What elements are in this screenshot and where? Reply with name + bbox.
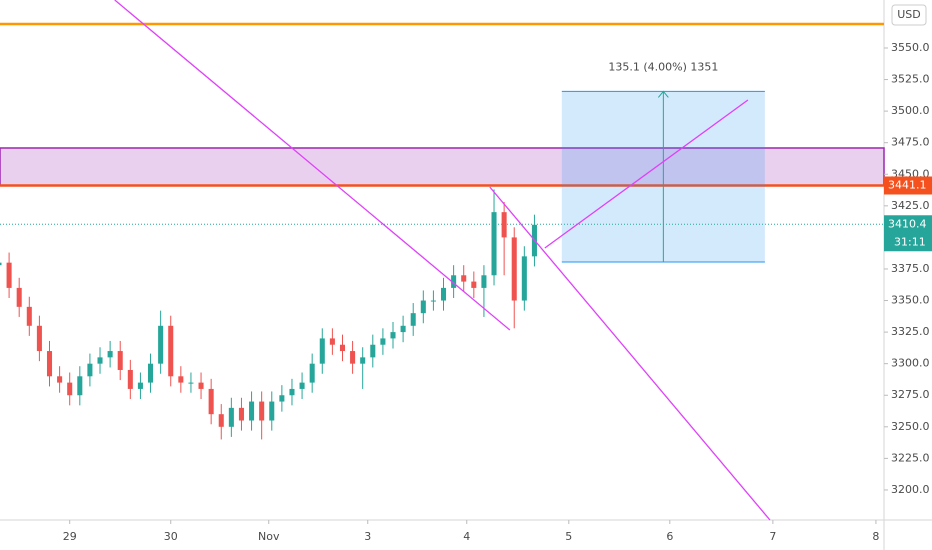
candle-body — [158, 325, 164, 364]
candle-body — [208, 388, 214, 415]
candle-body — [511, 237, 517, 301]
x-tick-label: 3 — [364, 530, 371, 543]
x-tick-label: 5 — [565, 530, 572, 543]
candle-body — [228, 407, 234, 427]
currency-label: USD — [897, 8, 921, 21]
candle-body — [440, 287, 447, 301]
y-tick-label: 3475.0 — [891, 136, 930, 149]
y-tick-label: 3325.0 — [891, 325, 930, 338]
trend-line — [114, 0, 511, 331]
candle-body — [430, 300, 436, 302]
candle-body — [198, 382, 204, 389]
candle-body — [410, 313, 416, 326]
measure-label: 135.1 (4.00%) 1351 — [608, 60, 718, 73]
y-tick-label: 3500.0 — [891, 104, 930, 117]
candle-body — [289, 388, 295, 396]
candle-body — [299, 382, 305, 389]
y-tick-label: 3425.0 — [891, 199, 930, 212]
candle-body — [471, 281, 477, 288]
candle-body — [127, 369, 133, 389]
candle-body — [36, 325, 42, 352]
candle-body — [350, 351, 356, 364]
plot-area: 135.1 (4.00%) 1351 — [0, 0, 885, 521]
candle-body — [461, 275, 467, 282]
x-tick-label: 6 — [666, 530, 673, 543]
candle-body — [370, 344, 376, 358]
candle-body — [249, 401, 255, 421]
y-tick-label: 3350.0 — [891, 294, 930, 307]
y-tick-label: 3550.0 — [891, 41, 930, 54]
candle-body — [178, 376, 184, 383]
candle-body — [390, 332, 396, 339]
countdown: 31:11 — [894, 235, 926, 248]
candle-body — [339, 344, 346, 352]
y-tick-label: 3525.0 — [891, 73, 930, 86]
candle-body — [148, 363, 154, 383]
candle-body — [360, 357, 366, 364]
trend-line — [489, 186, 771, 521]
x-tick-label: 7 — [769, 530, 776, 543]
x-tick-label: 29 — [63, 530, 77, 543]
candle-body — [0, 262, 2, 266]
candle-body — [6, 262, 12, 288]
candle-body — [46, 351, 53, 377]
x-tick-label: 4 — [463, 530, 470, 543]
candle-body — [57, 376, 63, 383]
measure-arrow-head — [657, 90, 669, 98]
candle-body — [259, 401, 265, 421]
candle-body — [77, 376, 83, 396]
candle-body — [117, 351, 123, 370]
candle-body — [521, 256, 527, 301]
x-tick-label: 30 — [164, 530, 178, 543]
candle-body — [420, 300, 426, 314]
candle-body — [26, 306, 32, 326]
x-tick-label: Nov — [258, 530, 280, 543]
candle-body — [218, 414, 224, 427]
price-tag-label: 3441.1 — [888, 178, 927, 191]
y-tick-label: 3200.0 — [891, 483, 930, 496]
candle-body — [481, 275, 487, 288]
price-tag — [884, 176, 932, 195]
candle-body — [97, 357, 103, 364]
candle-body — [329, 338, 335, 345]
candle-body — [107, 351, 113, 358]
candle-body — [501, 212, 507, 238]
candle-body — [309, 363, 315, 383]
candle-body — [137, 382, 143, 389]
candle-body — [380, 338, 386, 345]
currency-box — [891, 4, 927, 26]
x-tick-label: 8 — [872, 530, 879, 543]
candle-body — [87, 363, 93, 377]
candle-body — [188, 382, 194, 384]
last-price-label: 3410.4 — [888, 217, 927, 230]
y-tick-label: 3300.0 — [891, 357, 930, 370]
candle-body — [319, 338, 325, 364]
trend-line — [544, 99, 749, 249]
y-tick-label: 3375.0 — [891, 262, 930, 275]
y-tick-label: 3250.0 — [891, 420, 930, 433]
candle-body — [16, 287, 22, 307]
candle-body — [67, 382, 73, 396]
candle-body — [238, 407, 244, 421]
last-price-tag — [884, 215, 932, 252]
candle-body — [279, 395, 285, 402]
candle-body — [491, 212, 497, 276]
zone — [0, 147, 885, 187]
candle-body — [168, 325, 174, 377]
candle-body — [400, 325, 406, 333]
y-tick-label: 3275.0 — [891, 388, 930, 401]
candle-body — [451, 275, 457, 288]
y-tick-label: 3225.0 — [891, 451, 930, 464]
candle-body — [269, 401, 275, 421]
